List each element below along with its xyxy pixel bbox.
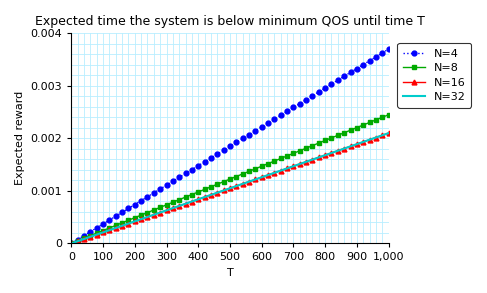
X-axis label: T: T (226, 268, 233, 278)
Line: N=8: N=8 (69, 112, 391, 246)
N=8 (133, 216, 139, 219)
Title: Expected time the system is below minimum QOS until time T: Expected time the system is below minimu… (35, 15, 425, 28)
N=32 (349, 144, 355, 148)
Line: N=16: N=16 (69, 131, 391, 246)
N=8 (88, 234, 94, 237)
N=8 (386, 113, 392, 117)
Y-axis label: Expected reward: Expected reward (15, 91, 25, 185)
N=16 (370, 137, 376, 140)
N=8 (327, 137, 333, 140)
N=8 (370, 119, 376, 123)
N=16 (88, 235, 94, 239)
N=32 (68, 242, 74, 245)
N=16 (327, 152, 333, 155)
N=32 (88, 235, 94, 239)
N=32 (370, 137, 376, 140)
Line: N=32: N=32 (71, 133, 389, 243)
N=4 (327, 83, 333, 87)
N=8 (68, 242, 74, 245)
N=8 (349, 128, 355, 132)
N=16 (68, 242, 74, 245)
N=4 (68, 242, 74, 245)
N=16 (316, 156, 321, 159)
N=4 (133, 202, 139, 206)
N=4 (316, 90, 321, 94)
N=16 (133, 219, 139, 223)
Legend: N=4, N=8, N=16, N=32: N=4, N=8, N=16, N=32 (397, 43, 471, 108)
N=4 (349, 70, 355, 73)
N=16 (349, 144, 355, 148)
N=32 (316, 156, 321, 159)
N=32 (133, 219, 139, 223)
N=32 (327, 152, 333, 155)
N=4 (386, 47, 392, 51)
N=16 (386, 131, 392, 135)
N=4 (88, 230, 94, 233)
N=32 (386, 131, 392, 135)
N=8 (316, 142, 321, 145)
N=4 (370, 57, 376, 60)
Line: N=4: N=4 (69, 47, 391, 246)
